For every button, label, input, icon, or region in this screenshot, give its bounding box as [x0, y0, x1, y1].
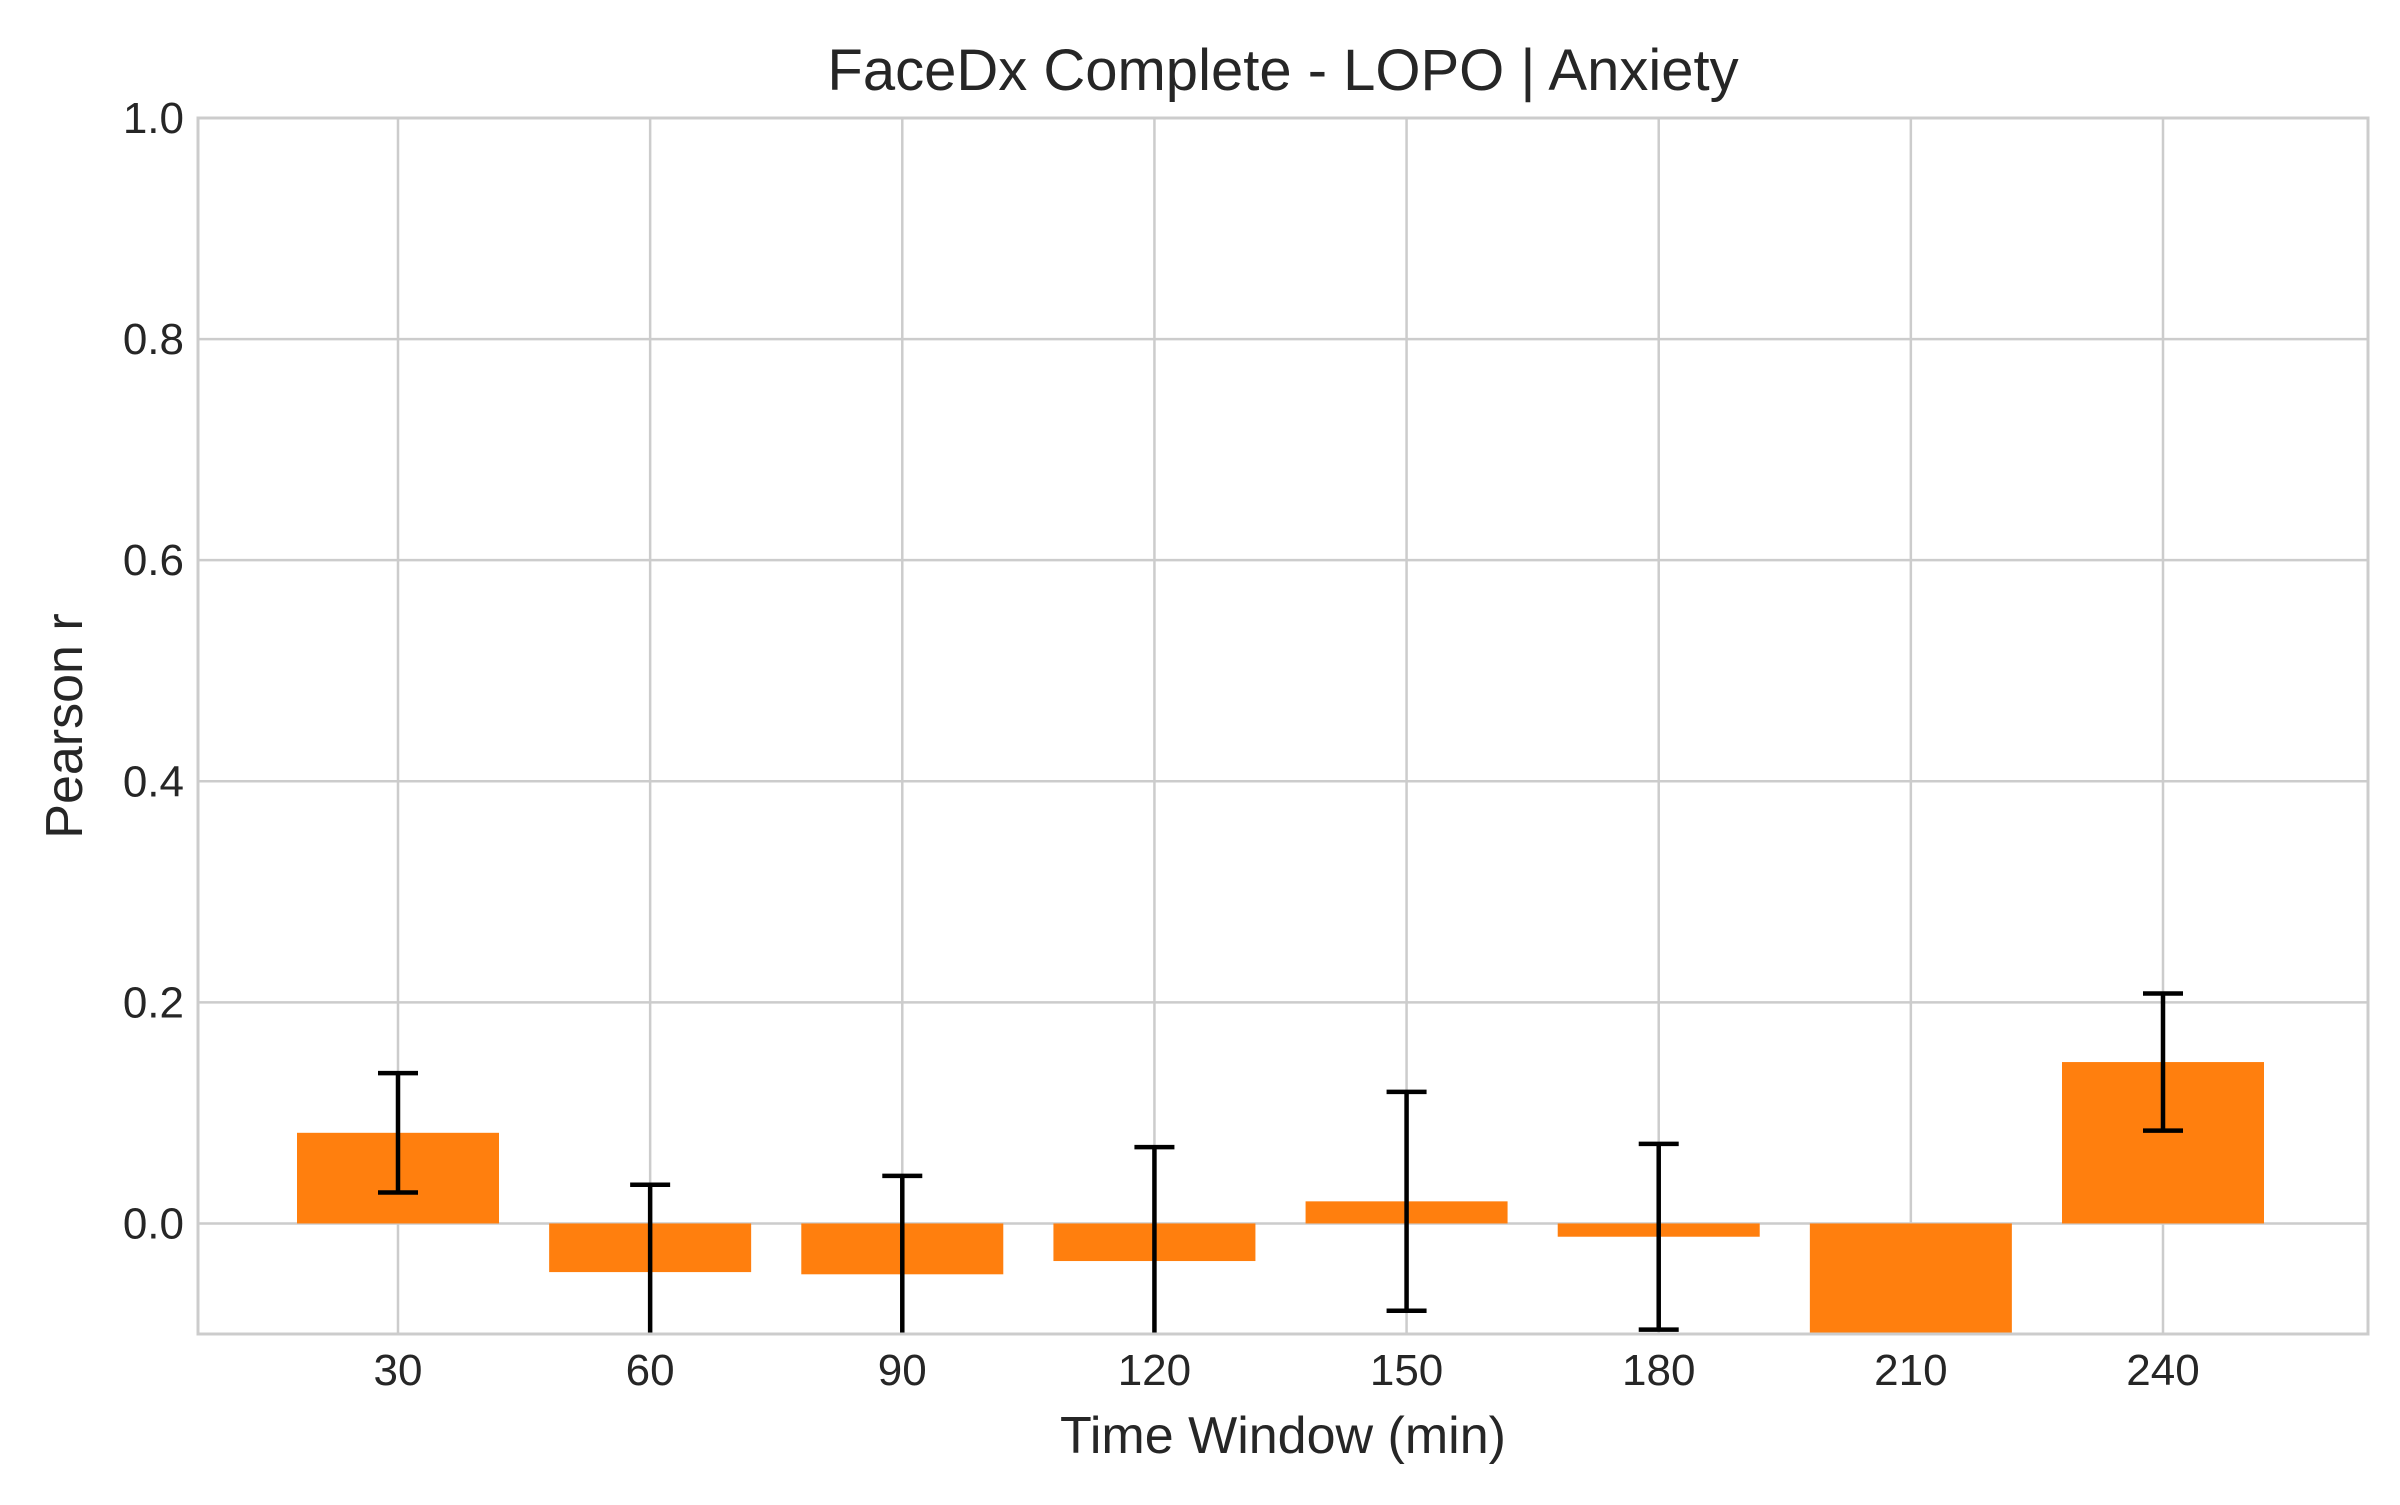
- x-tick-labels: 30 60 90 120 150 180 210 240: [374, 1346, 2200, 1395]
- x-tick-label: 60: [626, 1346, 675, 1395]
- x-tick-label: 120: [1118, 1346, 1191, 1395]
- x-tick-label: 240: [2126, 1346, 2199, 1395]
- bars: [297, 1062, 2264, 1334]
- bar-210: [1809, 1223, 2012, 1334]
- y-tick-label: 0.0: [123, 1199, 184, 1248]
- x-axis-label: Time Window (min): [1060, 1407, 1506, 1465]
- plot-frame: [196, 116, 2370, 1336]
- grid: [198, 116, 2368, 1334]
- y-tick-labels: 0.0 0.2 0.4 0.6 0.8 1.0: [123, 94, 184, 1248]
- error-bars: [378, 991, 2183, 1334]
- x-tick-label: 210: [1874, 1346, 1947, 1395]
- x-tick-label: 180: [1622, 1346, 1695, 1395]
- x-tick-label: 90: [878, 1346, 927, 1395]
- y-tick-label: 0.8: [123, 315, 184, 364]
- y-axis-label: Pearson r: [36, 613, 94, 838]
- y-tick-label: 0.4: [123, 757, 184, 806]
- chart-title: FaceDx Complete - LOPO | Anxiety: [827, 38, 1738, 103]
- y-tick-label: 1.0: [123, 94, 184, 143]
- y-tick-label: 0.6: [123, 536, 184, 585]
- x-tick-label: 150: [1370, 1346, 1443, 1395]
- y-tick-label: 0.2: [123, 978, 184, 1027]
- x-tick-label: 30: [374, 1346, 423, 1395]
